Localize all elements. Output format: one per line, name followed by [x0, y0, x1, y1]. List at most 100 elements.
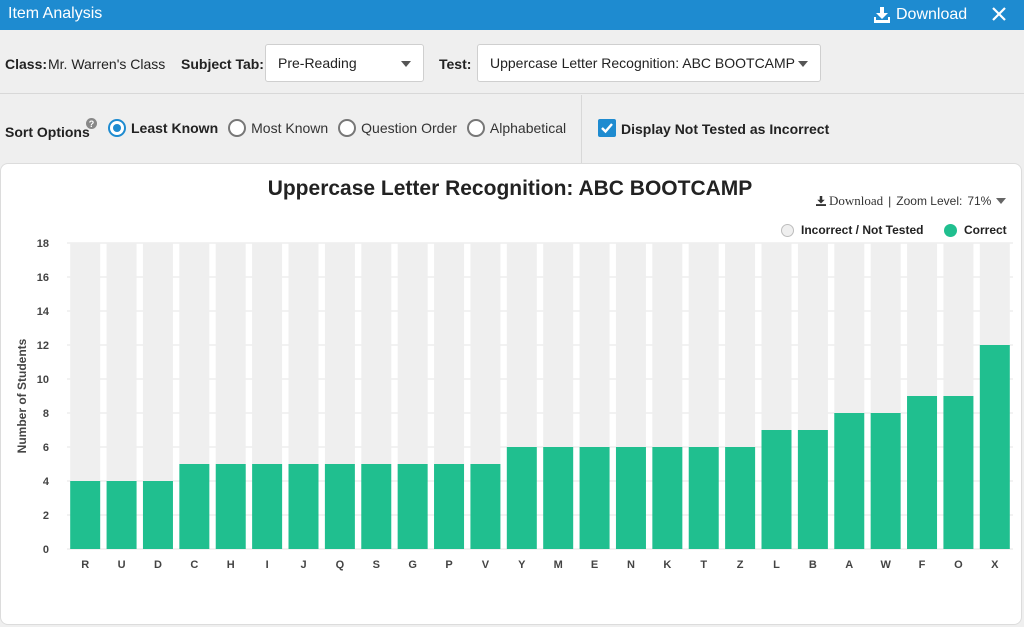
bar-incorrect — [797, 243, 828, 430]
x-tick-label: Z — [737, 559, 744, 571]
chevron-down-icon[interactable] — [996, 198, 1007, 204]
test-select[interactable]: Uppercase Letter Recognition: ABC BOOTCA… — [477, 44, 821, 82]
subject-tab-select[interactable]: Pre-Reading — [265, 44, 424, 82]
bar-correct — [397, 464, 428, 549]
x-tick-label: I — [266, 559, 269, 571]
x-tick-label: L — [773, 559, 780, 571]
bar-incorrect — [288, 243, 319, 464]
x-tick-label: X — [991, 559, 999, 571]
bar-incorrect — [979, 243, 1010, 345]
y-axis-label: Number of Students — [15, 338, 29, 453]
bar-incorrect — [215, 243, 246, 464]
bar-incorrect — [907, 243, 938, 396]
bar-correct — [652, 447, 683, 549]
display-not-tested-checkbox[interactable] — [598, 119, 616, 137]
bar-incorrect — [397, 243, 428, 464]
bar-correct — [688, 447, 719, 549]
y-tick-label: 2 — [43, 510, 49, 522]
bar-correct — [252, 464, 283, 549]
x-tick-label: Q — [336, 559, 345, 571]
bar-correct — [506, 447, 537, 549]
bar-correct — [615, 447, 646, 549]
bar-incorrect — [761, 243, 792, 430]
divider — [581, 95, 582, 163]
chart-download-label: Download — [829, 193, 884, 208]
download-label: Download — [896, 6, 968, 23]
x-tick-label: E — [591, 559, 598, 571]
sort-option-label: Most Known — [251, 120, 329, 136]
bar-incorrect — [252, 243, 283, 464]
bar-incorrect — [652, 243, 683, 447]
y-tick-label: 18 — [37, 238, 49, 250]
sort-radio-group: Least Known Most Known Question Order Al… — [108, 118, 576, 138]
bar-correct — [979, 345, 1010, 549]
chart-download-link[interactable]: Download — [816, 193, 883, 209]
help-icon[interactable]: ? — [86, 118, 97, 129]
class-value: Mr. Warren's Class — [48, 56, 166, 72]
bar-incorrect — [106, 243, 137, 481]
legend-label: Correct — [964, 223, 1007, 237]
bar-correct — [434, 464, 465, 549]
sort-option-least-known[interactable]: Least Known — [108, 119, 218, 137]
bar-incorrect — [543, 243, 574, 447]
download-button[interactable]: Download — [874, 4, 967, 26]
test-value: Uppercase Letter Recognition: ABC BOOTCA… — [490, 55, 796, 71]
bar-chart: 0 2 4 6 8 10 12 14 16 18 Number of Students R U D C H I J… — [15, 238, 1013, 571]
bar-correct — [543, 447, 574, 549]
close-icon[interactable] — [988, 2, 1010, 26]
bar-incorrect — [506, 243, 537, 447]
legend-marker — [944, 223, 957, 237]
bar-correct — [142, 481, 173, 549]
x-tick-label: H — [227, 559, 235, 571]
x-tick-label: P — [445, 559, 452, 571]
bar-incorrect — [943, 243, 974, 396]
checkmark-icon — [601, 123, 613, 134]
subject-tab-label: Subject Tab: — [181, 56, 264, 72]
x-tick-label: R — [81, 559, 89, 571]
sort-option-label: Question Order — [361, 120, 457, 136]
chevron-down-icon — [401, 61, 411, 67]
sort-options-bar — [0, 95, 1024, 161]
y-tick-label: 0 — [43, 544, 49, 556]
sort-option-most-known[interactable]: Most Known — [228, 119, 328, 137]
bar-correct — [943, 396, 974, 549]
sort-option-alphabetical[interactable]: Alphabetical — [466, 119, 566, 137]
bar-incorrect — [834, 243, 865, 413]
display-not-tested-label[interactable]: Display Not Tested as Incorrect — [621, 121, 830, 137]
test-label: Test: — [439, 56, 472, 72]
zoom-value[interactable]: 71% — [967, 194, 992, 208]
x-tick-label: B — [809, 559, 817, 571]
bar-incorrect — [870, 243, 901, 413]
x-tick-label: M — [554, 559, 563, 571]
bar-correct — [70, 481, 101, 549]
bar-incorrect — [361, 243, 392, 464]
x-tick-label: U — [118, 559, 126, 571]
bar-correct — [179, 464, 210, 549]
y-tick-label: 8 — [43, 408, 49, 420]
sort-option-question-order[interactable]: Question Order — [338, 119, 457, 137]
chart-toolbar: Download | Zoom Level: 71% — [816, 192, 1007, 210]
bar-correct — [870, 413, 901, 549]
x-tick-label: J — [300, 559, 306, 571]
bar-correct — [725, 447, 756, 549]
radio-icon — [466, 119, 485, 137]
bar-correct — [324, 464, 355, 549]
legend-item-correct[interactable]: Correct — [944, 222, 1007, 238]
bar-incorrect — [688, 243, 719, 447]
radio-selected-icon — [108, 119, 126, 137]
x-tick-label: F — [919, 559, 926, 571]
chart-title: Uppercase Letter Recognition: ABC BOOTCA… — [0, 177, 1024, 201]
x-tick-label: G — [408, 559, 417, 571]
bar-incorrect — [615, 243, 646, 447]
x-tick-label: O — [954, 559, 963, 571]
legend-item-incorrect[interactable]: Incorrect / Not Tested — [781, 222, 923, 238]
bar-incorrect — [142, 243, 173, 481]
y-tick-label: 12 — [37, 340, 49, 352]
y-tick-label: 16 — [37, 272, 49, 284]
y-tick-label: 14 — [37, 306, 50, 318]
x-tick-label: S — [373, 559, 380, 571]
radio-icon — [228, 119, 247, 137]
chart-title-text: Uppercase Letter Recognition: ABC BOOTCA… — [267, 177, 753, 200]
bar-correct — [797, 430, 828, 549]
x-tick-label: C — [190, 559, 198, 571]
